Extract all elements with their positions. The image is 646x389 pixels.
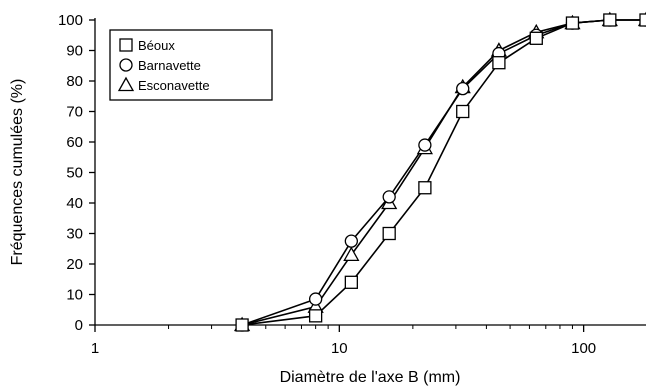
y-tick-label: 100	[58, 12, 83, 29]
data-point-circle	[382, 190, 396, 204]
legend-label-beoux: Béoux	[138, 38, 175, 53]
plot-frame	[94, 18, 646, 326]
x-tick-label: 1	[91, 340, 99, 357]
data-point-square	[492, 56, 506, 70]
y-tick-label: 90	[66, 43, 83, 60]
data-point-circle	[308, 292, 323, 306]
y-tick-label: 10	[66, 287, 83, 304]
legend-label-esconavette: Esconavette	[138, 78, 210, 93]
y-tick-label: 60	[66, 134, 83, 151]
data-point-square	[235, 318, 249, 332]
data-point-square	[565, 16, 580, 30]
series-layer	[233, 11, 646, 332]
series-line-triangle	[241, 19, 646, 326]
x-tick-label: 100	[571, 340, 596, 357]
data-point-square	[639, 13, 646, 27]
data-point-circle	[344, 234, 358, 248]
legend-box	[109, 29, 273, 101]
series-line-circle	[241, 19, 646, 326]
data-point-square	[344, 275, 358, 289]
y-tick-label: 40	[66, 195, 83, 212]
data-point-circle	[456, 81, 470, 96]
legend-label-barnavette: Barnavette	[138, 58, 201, 73]
data-point-circle	[418, 138, 432, 152]
data-point-square	[456, 104, 470, 119]
data-point-triangle	[343, 246, 360, 262]
legend: Béoux Barnavette Esconavette	[109, 29, 273, 101]
data-point-square	[418, 181, 432, 195]
y-tick-label: 20	[66, 256, 83, 273]
y-tick-label: 80	[66, 73, 83, 90]
y-tick-label: 70	[66, 104, 83, 121]
x-axis-label: Diamètre de l'axe B (mm)	[280, 369, 461, 386]
y-axis-label: Fréquences cumulées (%)	[9, 79, 26, 266]
y-tick-label: 0	[75, 317, 83, 334]
series-line-square	[241, 19, 646, 326]
y-tick-label: 30	[66, 226, 83, 243]
data-point-square	[382, 226, 396, 241]
data-point-square	[529, 31, 543, 45]
legend-marker-triangle	[117, 76, 135, 92]
legend-marker-circle	[119, 58, 133, 72]
x-tick-label: 10	[331, 340, 348, 357]
y-tick-label: 50	[66, 165, 83, 182]
data-point-square	[603, 13, 617, 27]
legend-marker-square	[119, 38, 133, 52]
data-point-square	[308, 309, 323, 323]
